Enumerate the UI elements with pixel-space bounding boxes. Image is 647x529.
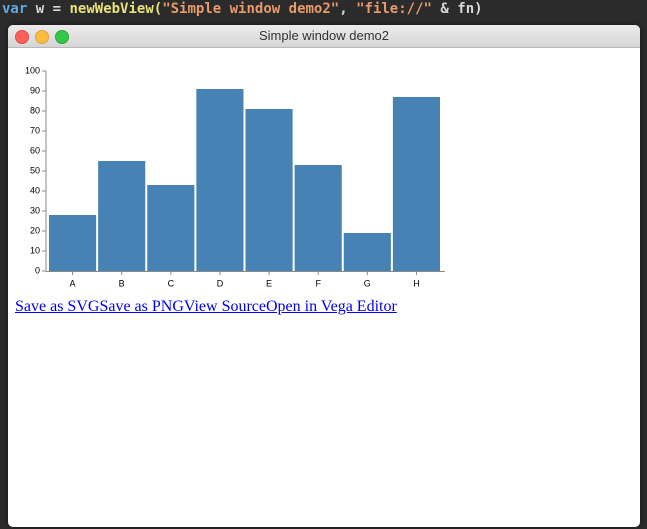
y-tick-label: 0 <box>35 265 40 275</box>
y-tick-label: 10 <box>30 245 40 255</box>
token: fn) <box>457 1 483 17</box>
x-tick-label: F <box>315 278 321 288</box>
bar <box>343 233 391 271</box>
close-button[interactable] <box>15 30 29 44</box>
x-tick-label: A <box>70 278 76 288</box>
window-title: Simple window demo2 <box>258 28 390 43</box>
title-bar: Simple window demo2 <box>8 25 640 48</box>
x-tick-label: C <box>168 278 175 288</box>
minimize-button[interactable] <box>35 30 49 44</box>
token: "Simple window demo2" <box>162 1 340 17</box>
token: w <box>35 1 45 17</box>
y-tick-label: 30 <box>30 205 40 215</box>
y-tick-label: 80 <box>30 105 40 115</box>
window: Simple window demo2 0 10 20 30 40 50 60 70 80 90 1… <box>8 25 640 527</box>
bar <box>49 215 97 271</box>
link[interactable]: Save as PNG <box>99 298 184 315</box>
bar <box>196 89 244 271</box>
zoom-button[interactable] <box>55 30 69 44</box>
x-tick-label: B <box>119 278 125 288</box>
y-tick-label: 50 <box>30 165 40 175</box>
link[interactable]: View Source <box>183 298 266 315</box>
x-tick-label: D <box>217 278 224 288</box>
y-tick-label: 40 <box>30 185 40 195</box>
links: Save as SVGSave as PNGView SourceOpen in… <box>15 298 397 316</box>
x-tick-label: H <box>413 278 420 288</box>
token: newWebView( <box>69 1 163 17</box>
token: var <box>2 1 28 17</box>
y-tick-label: 20 <box>30 225 40 235</box>
bar <box>392 97 440 271</box>
chart: 0 10 20 30 40 50 60 70 80 90 100 A B C D E F G H <box>25 65 445 288</box>
bar <box>147 185 195 271</box>
token: = <box>52 1 62 17</box>
x-tick-label: G <box>364 278 371 288</box>
y-tick-label: 100 <box>25 65 40 75</box>
token: & <box>440 1 449 17</box>
x-tick-label: E <box>266 278 272 288</box>
y-tick-label: 60 <box>30 145 40 155</box>
token: , <box>339 1 348 17</box>
bar <box>98 161 146 271</box>
y-tick-label: 90 <box>30 85 40 95</box>
bar <box>245 109 293 271</box>
link[interactable]: Open in Vega Editor <box>266 298 397 315</box>
y-tick-label: 70 <box>30 125 40 135</box>
link[interactable]: Save as SVG <box>15 298 100 315</box>
bar <box>294 165 342 271</box>
token: "file://" <box>356 1 432 17</box>
code-line: var w = newWebView("Simple window demo2"… <box>2 1 483 17</box>
